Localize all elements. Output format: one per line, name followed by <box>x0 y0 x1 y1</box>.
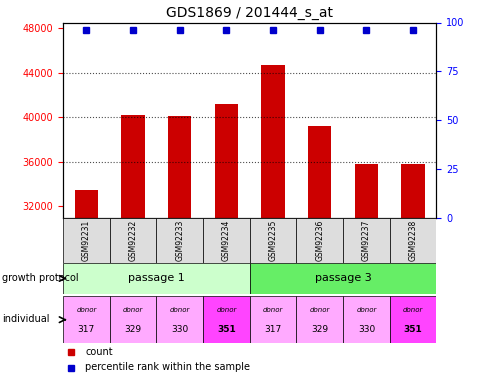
Text: percentile rank within the sample: percentile rank within the sample <box>85 363 250 372</box>
Bar <box>121 115 144 218</box>
Bar <box>63 262 249 294</box>
Bar <box>214 104 238 218</box>
Text: 329: 329 <box>124 324 141 334</box>
Text: 351: 351 <box>217 324 235 334</box>
Bar <box>75 190 98 217</box>
Bar <box>354 164 378 218</box>
Bar <box>156 296 203 343</box>
Bar <box>168 116 191 218</box>
Text: donor: donor <box>262 308 283 313</box>
Bar <box>307 126 331 218</box>
Text: growth protocol: growth protocol <box>2 273 79 283</box>
Bar <box>249 262 436 294</box>
Bar <box>249 296 296 343</box>
Bar <box>296 217 342 262</box>
Bar <box>203 296 249 343</box>
Bar <box>63 217 109 262</box>
Text: 330: 330 <box>171 324 188 334</box>
Bar <box>342 217 389 262</box>
Bar <box>249 217 296 262</box>
Text: GSM92235: GSM92235 <box>268 219 277 261</box>
Bar <box>109 217 156 262</box>
Bar <box>401 164 424 218</box>
Text: individual: individual <box>2 315 50 324</box>
Bar <box>261 65 284 218</box>
Text: donor: donor <box>76 308 96 313</box>
Bar <box>389 217 436 262</box>
Text: GSM92232: GSM92232 <box>128 219 137 261</box>
Text: count: count <box>85 347 113 357</box>
Text: donor: donor <box>356 308 376 313</box>
Text: 329: 329 <box>311 324 328 334</box>
Bar <box>203 217 249 262</box>
Title: GDS1869 / 201444_s_at: GDS1869 / 201444_s_at <box>166 6 333 20</box>
Text: 317: 317 <box>77 324 95 334</box>
Text: GSM92234: GSM92234 <box>222 219 230 261</box>
Bar <box>389 296 436 343</box>
Text: donor: donor <box>402 308 423 313</box>
Bar <box>342 296 389 343</box>
Text: 317: 317 <box>264 324 281 334</box>
Text: GSM92236: GSM92236 <box>315 219 324 261</box>
Text: GSM92237: GSM92237 <box>361 219 370 261</box>
Text: 351: 351 <box>403 324 422 334</box>
Text: GSM92233: GSM92233 <box>175 219 184 261</box>
Text: donor: donor <box>169 308 190 313</box>
Text: GSM92231: GSM92231 <box>82 219 91 261</box>
Text: donor: donor <box>122 308 143 313</box>
Text: 330: 330 <box>357 324 374 334</box>
Text: donor: donor <box>309 308 329 313</box>
Bar <box>156 217 203 262</box>
Text: passage 3: passage 3 <box>314 273 371 284</box>
Bar <box>296 296 342 343</box>
Bar <box>63 296 109 343</box>
Text: donor: donor <box>216 308 236 313</box>
Text: passage 1: passage 1 <box>128 273 184 284</box>
Bar <box>109 296 156 343</box>
Text: GSM92238: GSM92238 <box>408 219 417 261</box>
